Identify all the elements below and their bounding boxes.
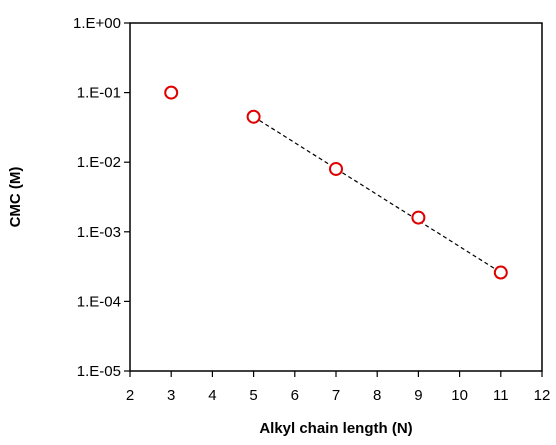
x-tick-label: 7	[332, 387, 340, 404]
x-tick-label: 3	[167, 387, 175, 404]
x-tick-label: 10	[451, 387, 468, 404]
x-tick-label: 12	[534, 387, 551, 404]
x-tick-label: 8	[373, 387, 381, 404]
y-tick-label: 1.E-03	[77, 224, 121, 241]
y-axis-title: CMC (M)	[7, 167, 24, 228]
x-tick-label: 2	[126, 387, 134, 404]
data-point-3	[329, 161, 343, 176]
plot-area-frame	[129, 22, 543, 372]
points-layer	[164, 85, 508, 280]
data-point-4	[411, 210, 426, 225]
x-tick-label: 9	[414, 387, 422, 404]
trendline-layer	[253, 116, 502, 274]
x-tick-label: 6	[291, 387, 299, 404]
data-point-2	[246, 109, 261, 124]
ticks-layer: 2 3 4 5 6 7 8 9 10 11 12 1.E+00 1.E-01 1.E-02 1.E-03 1.…	[73, 15, 550, 404]
y-tick-label: 1.E-01	[77, 85, 121, 102]
x-tick-label: 4	[208, 387, 216, 404]
data-point-5	[493, 265, 508, 280]
y-tick-label: 1.E-04	[77, 293, 121, 310]
data-point-1	[164, 85, 179, 100]
y-tick-label: 1.E+00	[73, 15, 121, 32]
trendline	[253, 116, 502, 274]
y-tick-label: 1.E-05	[77, 363, 121, 380]
y-tick-label: 1.E-02	[77, 154, 121, 171]
x-tick-label: 5	[249, 387, 257, 404]
x-tick-label: 11	[493, 387, 509, 404]
x-axis-title: Alkyl chain length (N)	[259, 420, 412, 437]
